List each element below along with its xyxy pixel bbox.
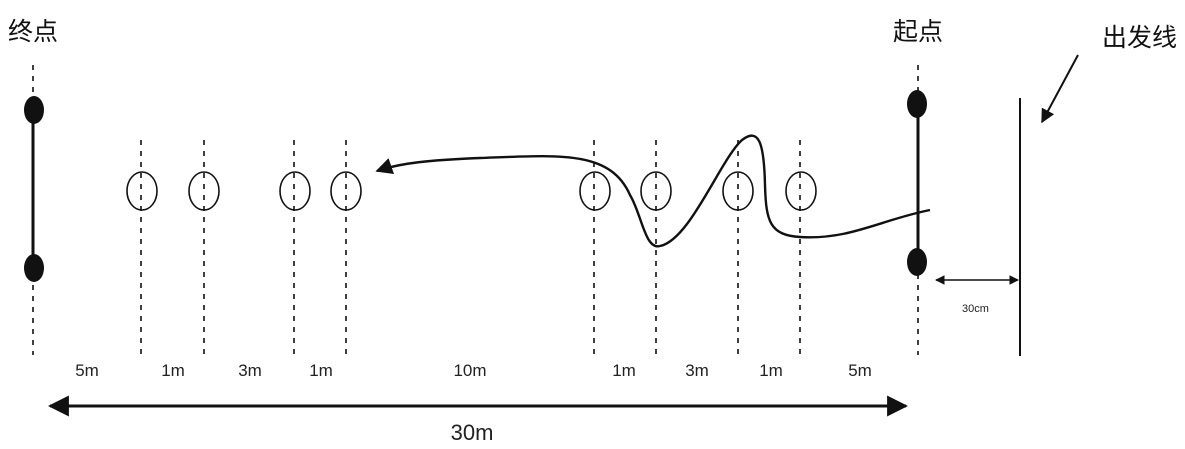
segment-labels: 5m 1m 3m 1m 10m 1m 3m 1m 5m	[75, 361, 872, 380]
start-gate	[907, 90, 927, 276]
cone-7	[722, 171, 754, 211]
cones	[126, 171, 817, 211]
cone-5	[579, 171, 611, 211]
start-label: 起点	[893, 17, 943, 46]
running-path	[375, 134, 931, 248]
start-pole-top	[907, 90, 927, 118]
dashed-guides	[32, 65, 919, 355]
cone-4	[330, 171, 362, 211]
cone-6	[640, 171, 672, 211]
segment-label: 3m	[238, 361, 262, 380]
segment-label: 5m	[848, 361, 872, 380]
cone-1	[126, 171, 158, 211]
segment-label: 5m	[75, 361, 99, 380]
cone-3	[279, 171, 311, 211]
segment-label: 1m	[309, 361, 333, 380]
total-distance-label: 30m	[451, 420, 494, 445]
gap-label: 30cm	[962, 303, 989, 315]
cone-8	[785, 171, 817, 211]
segment-label: 10m	[453, 361, 486, 380]
finish-pole-bottom	[24, 254, 44, 282]
finish-pole-top	[24, 96, 44, 124]
segment-label: 1m	[759, 361, 783, 380]
start-pole-bottom	[907, 248, 927, 276]
cone-2	[188, 171, 220, 211]
segment-label: 1m	[161, 361, 185, 380]
segment-label: 3m	[685, 361, 709, 380]
finish-label: 终点	[8, 17, 58, 46]
start-line-label: 出发线	[1102, 23, 1177, 52]
finish-gate	[24, 96, 44, 282]
segment-label: 1m	[612, 361, 636, 380]
start-line-pointer-arrow	[1041, 54, 1079, 124]
